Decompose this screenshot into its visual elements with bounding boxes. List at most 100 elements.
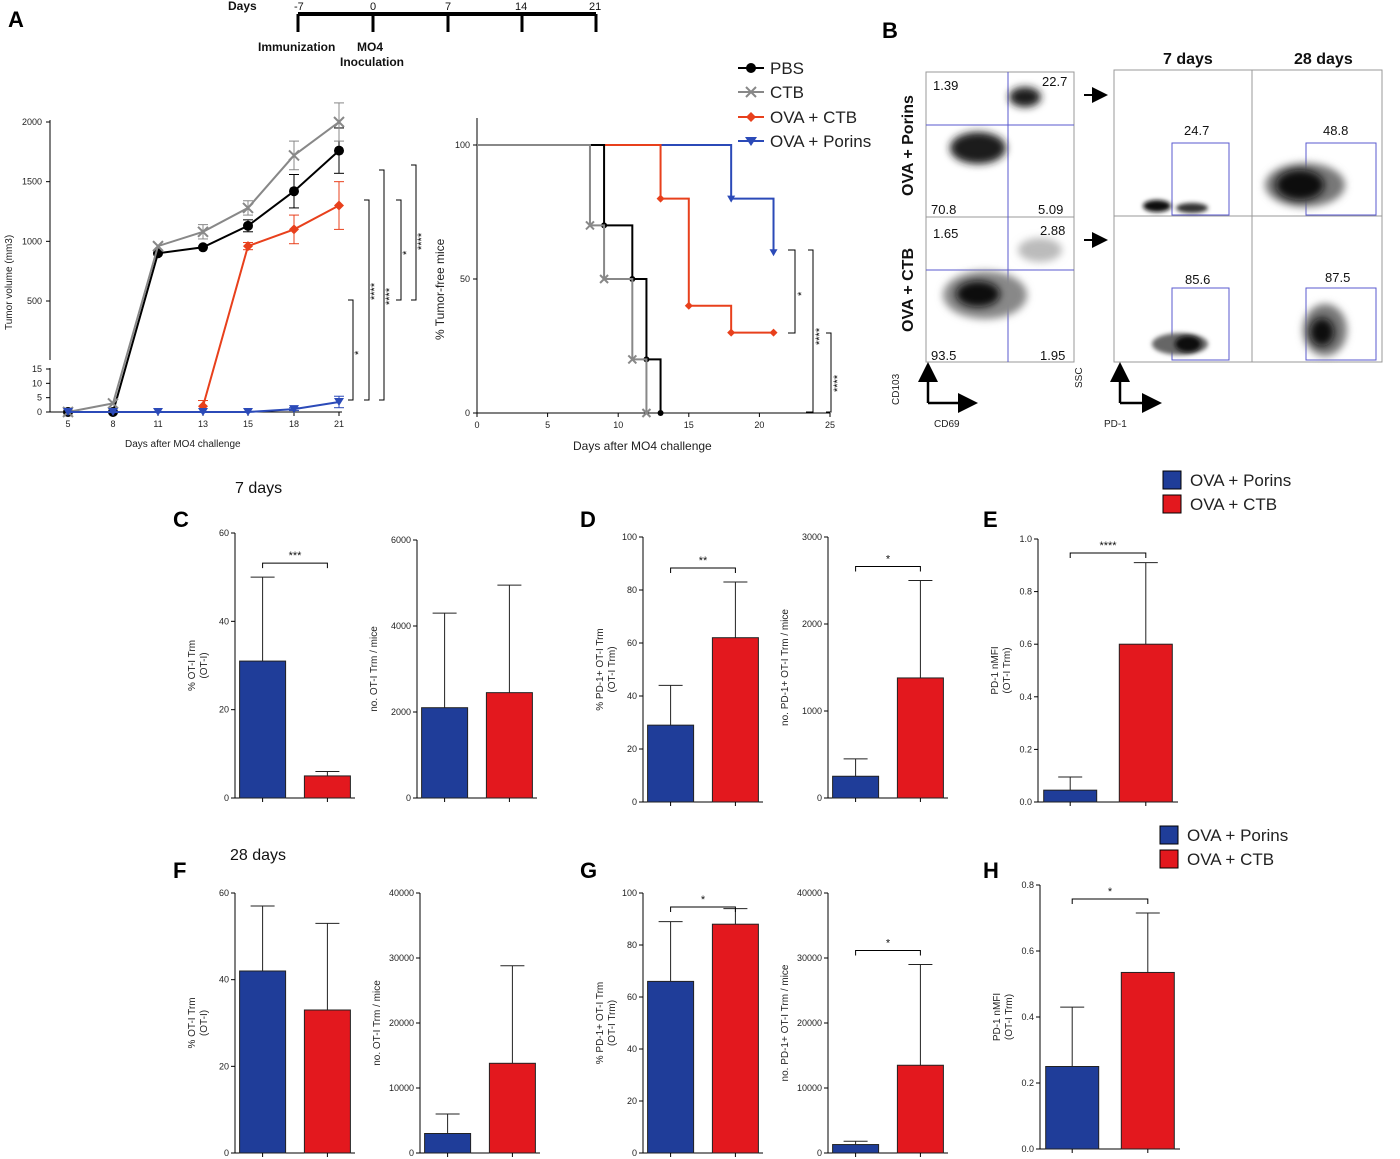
- gate: [1171, 287, 1230, 361]
- y-tick-label: 0.4: [1019, 692, 1032, 702]
- data-point: [288, 149, 300, 162]
- legend-marker-ova-ctb: [746, 112, 756, 122]
- y-axis-label: % OT-I Trm: [187, 640, 198, 691]
- data-point: [657, 410, 664, 416]
- y-axis-label: no. PD-1+ OT-I Trm / mice: [780, 609, 791, 726]
- y-axis-label-2: (OT-I Trm): [607, 646, 618, 692]
- data-point: [198, 408, 208, 416]
- cell-population: [950, 132, 1006, 164]
- y-tick-label: 10: [32, 378, 42, 388]
- sig-bracket: [855, 566, 921, 572]
- y-tick-label: 100: [622, 532, 637, 542]
- bar-ova-porins: [832, 1144, 880, 1154]
- sig-bracket: [670, 567, 736, 574]
- sig-label: *: [353, 350, 365, 355]
- x-tick-label: 0: [474, 420, 479, 430]
- quadrant-value: 70.8: [931, 202, 956, 217]
- gate: [1171, 142, 1230, 216]
- sig-label: ****: [1099, 540, 1117, 552]
- y-tick-label: 60: [219, 888, 229, 898]
- y-axis-label: no. OT-I Trm / mice: [372, 980, 383, 1066]
- sig-label: ****: [416, 232, 428, 250]
- bar-ova-porins: [424, 1133, 472, 1154]
- flow-axis-cd69: CD69: [934, 419, 960, 430]
- bar-ova-ctb: [896, 1064, 944, 1154]
- y-axis-label: % PD-1+ OT-I Trm: [595, 982, 606, 1065]
- y-tick-label: 20: [219, 705, 229, 715]
- y-tick-label: 100: [622, 888, 637, 898]
- y-tick-label: 20000: [389, 1018, 414, 1028]
- x-tick-label: 18: [289, 419, 299, 429]
- timeline-tick-label: 7: [445, 1, 451, 13]
- x-tick-label: 8: [110, 419, 115, 429]
- data-point: [243, 220, 253, 231]
- series-line: [202, 204, 340, 407]
- data-point: [641, 408, 652, 418]
- cell-population: [1009, 87, 1041, 107]
- y-tick-label: 0: [817, 1148, 822, 1158]
- y-tick-label: 0.2: [1019, 744, 1032, 754]
- legend-a-ova-ctb: OVA + CTB: [770, 108, 857, 127]
- data-point: [289, 405, 299, 414]
- bar-ova-porins: [647, 980, 695, 1154]
- bar-ova-ctb: [303, 1009, 351, 1154]
- y-tick-label: 2000: [802, 619, 822, 629]
- data-point: [289, 224, 299, 235]
- y-tick-label: 0: [632, 1148, 637, 1158]
- x-tick-label: 15: [684, 420, 694, 430]
- y-tick-label: 80: [627, 940, 637, 950]
- legend-a-pbs: PBS: [770, 59, 804, 78]
- bar-ova-porins: [421, 707, 469, 799]
- y-tick-label: 0.2: [1021, 1078, 1034, 1088]
- y-tick-label: 20: [627, 1096, 637, 1106]
- y-tick-label: 4000: [391, 621, 411, 631]
- survival-step: [477, 144, 648, 413]
- sig-label: ***: [289, 550, 303, 562]
- y-axis-label: PD-1 nMFI: [992, 993, 1003, 1041]
- sig-bracket: [411, 164, 417, 301]
- sig-label: **: [699, 555, 708, 567]
- y-tick-label: 3000: [802, 532, 822, 542]
- x-tick-label: 5: [65, 419, 70, 429]
- y-tick-label: 5: [37, 393, 42, 403]
- y-tick-label: 1.0: [1019, 534, 1032, 544]
- data-point: [585, 220, 595, 231]
- panel-label-f: F: [173, 858, 186, 883]
- data-point: [289, 186, 299, 197]
- sig-label: *: [1108, 886, 1113, 898]
- tumor-volume-chart: 500 1000 1500 2000 0 5 10 15 5 8 11 13 15 18 21 Days a…: [4, 102, 428, 450]
- quadrant-value: 1.39: [933, 78, 958, 93]
- flow-axis-pd1: PD-1: [1104, 419, 1127, 430]
- y-axis-label: % PD-1+ OT-I Trm: [595, 628, 606, 711]
- y-tick-label: 40: [627, 1044, 637, 1054]
- y-tick-label: 0.4: [1021, 1012, 1034, 1022]
- quadrant-value: 1.65: [933, 226, 958, 241]
- flow-axis-ssc: SSC: [1074, 367, 1085, 388]
- bar-ova-porins: [1045, 1066, 1100, 1150]
- y-tick-label: 0: [224, 793, 229, 803]
- timeline-tick-label: 14: [515, 1, 527, 13]
- y-tick-label: 500: [27, 296, 42, 306]
- x-axis-label: Days after MO4 challenge: [125, 439, 241, 450]
- y-axis-label-2: (OT-I Trm): [1002, 647, 1013, 693]
- legend-label-ctb: OVA + CTB: [1187, 850, 1274, 869]
- sig-label: *: [401, 250, 413, 255]
- gate-value: 48.8: [1323, 123, 1348, 138]
- cell-population: [1276, 170, 1324, 200]
- bar-ova-porins: [647, 724, 695, 803]
- data-point: [152, 240, 164, 252]
- data-point: [153, 408, 163, 416]
- y-tick-label: 0: [409, 1148, 414, 1158]
- gate-value: 85.6: [1185, 272, 1210, 287]
- data-point: [243, 241, 253, 252]
- y-tick-label: 40: [219, 975, 229, 985]
- y-axis-label-2: (OT-I): [199, 652, 210, 678]
- flow-row-label-porins: OVA + Porins: [900, 95, 917, 196]
- sig-label: ****: [814, 327, 826, 345]
- y-axis-label: % Tumor-free mice: [433, 238, 447, 340]
- data-point: [334, 145, 344, 156]
- data-point: [684, 301, 693, 310]
- y-tick-label: 0: [406, 793, 411, 803]
- y-axis-label: no. OT-I Trm / mice: [369, 626, 380, 712]
